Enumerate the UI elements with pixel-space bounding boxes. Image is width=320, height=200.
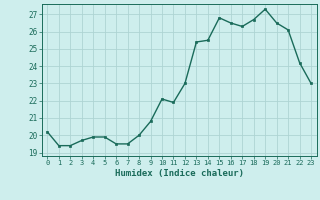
X-axis label: Humidex (Indice chaleur): Humidex (Indice chaleur) — [115, 169, 244, 178]
